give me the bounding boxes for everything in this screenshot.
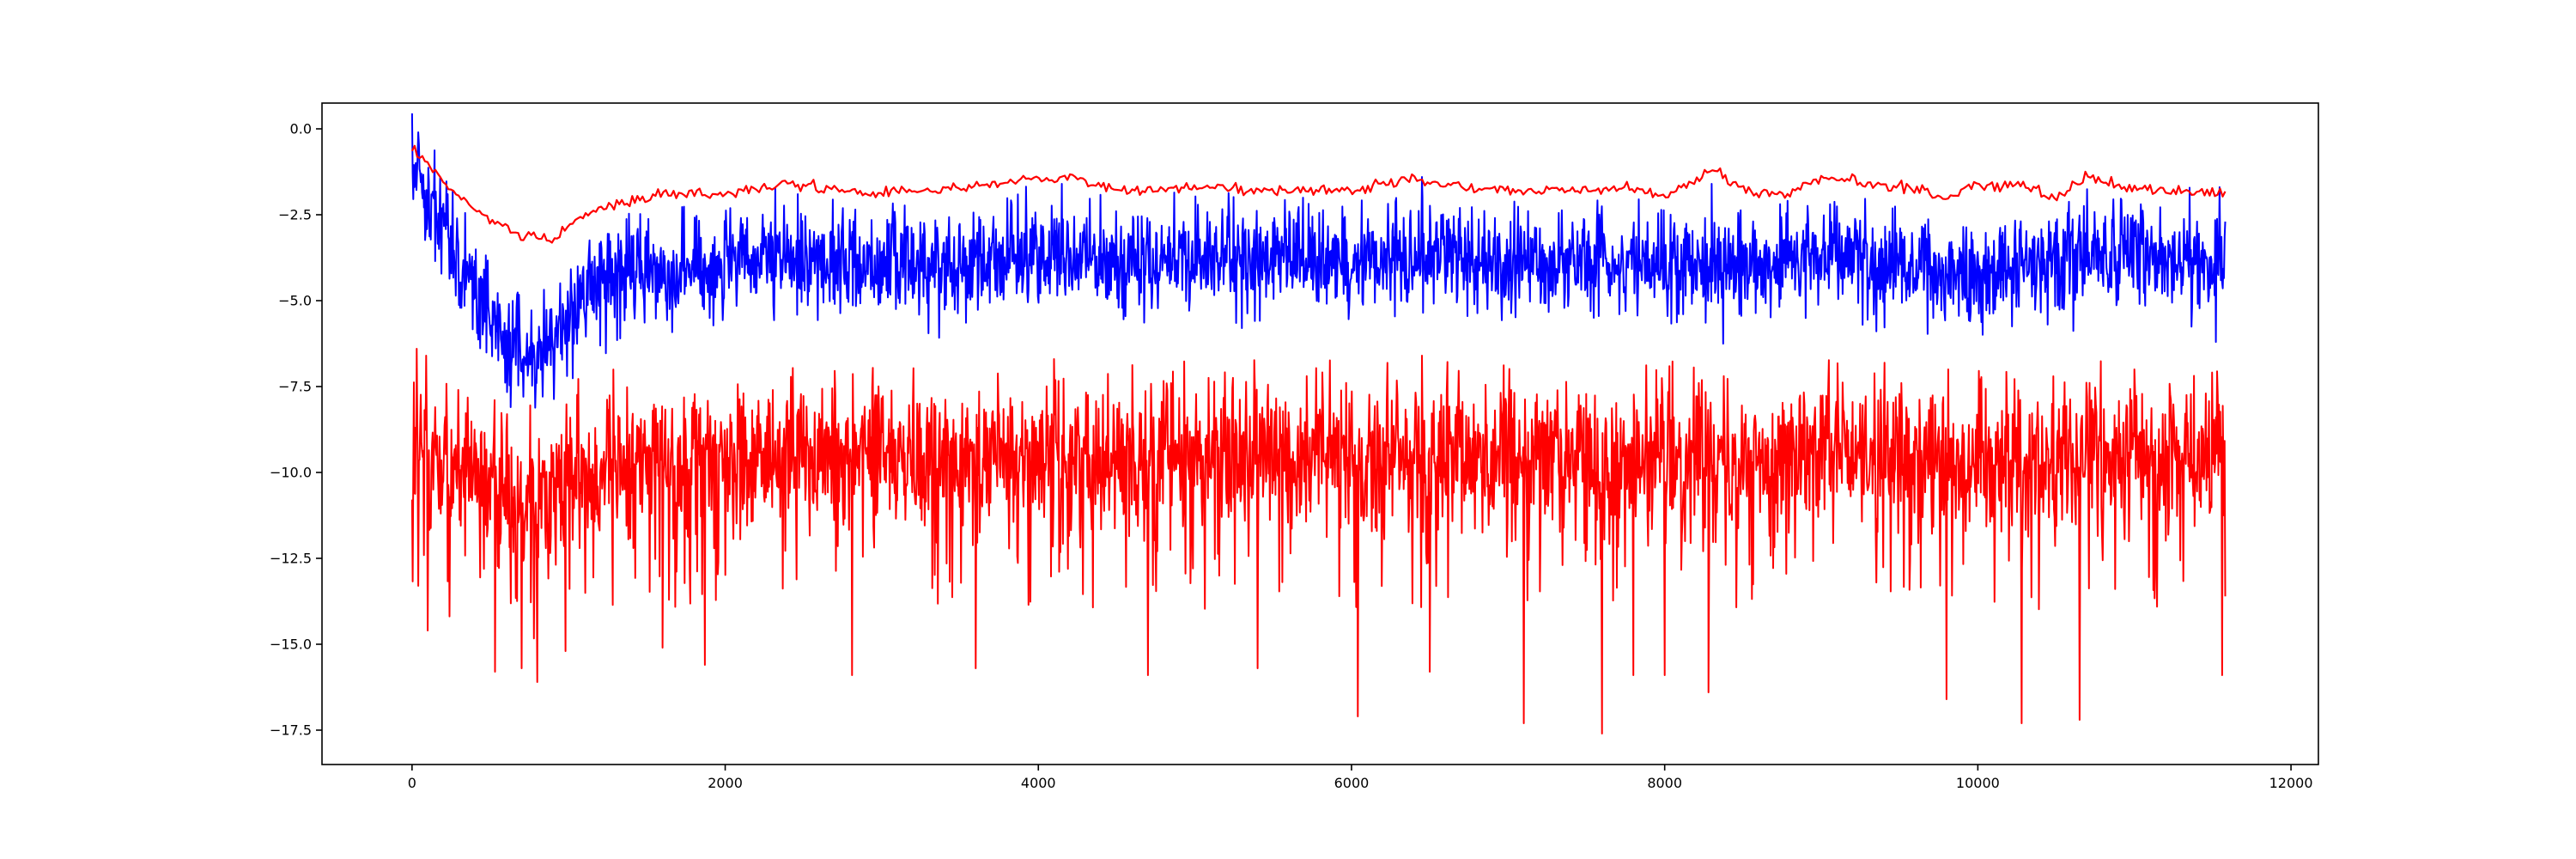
x-tick-label: 12000 [2269,775,2313,791]
x-axis: 0 2000 4000 6000 8000 10000 12000 [408,765,2313,791]
x-tick-label: 10000 [1956,775,2000,791]
x-tick-label: 6000 [1334,775,1370,791]
y-tick-label: −2.5 [278,207,312,223]
y-axis: 0.0 −2.5 −5.0 −7.5 −10.0 −12.5 −15.0 −17.5 [270,121,322,739]
y-tick-label: −15.0 [270,637,312,653]
y-tick-label: −5.0 [278,293,312,309]
series-line-1 [410,348,2227,734]
y-tick-label: −17.5 [270,722,312,739]
y-tick-label: −7.5 [278,379,312,395]
series-line-3 [410,144,2227,244]
x-tick-label: 2000 [708,775,743,791]
y-tick-label: −10.0 [270,465,312,481]
y-tick-label: 0.0 [290,121,312,137]
x-tick-label: 0 [408,775,416,791]
axes-frame [321,102,2319,765]
y-tick-label: −12.5 [270,551,312,567]
x-tick-label: 8000 [1647,775,1682,791]
plot-area [410,113,2227,734]
x-tick-label: 4000 [1021,775,1056,791]
series-line-2 [410,113,2227,409]
